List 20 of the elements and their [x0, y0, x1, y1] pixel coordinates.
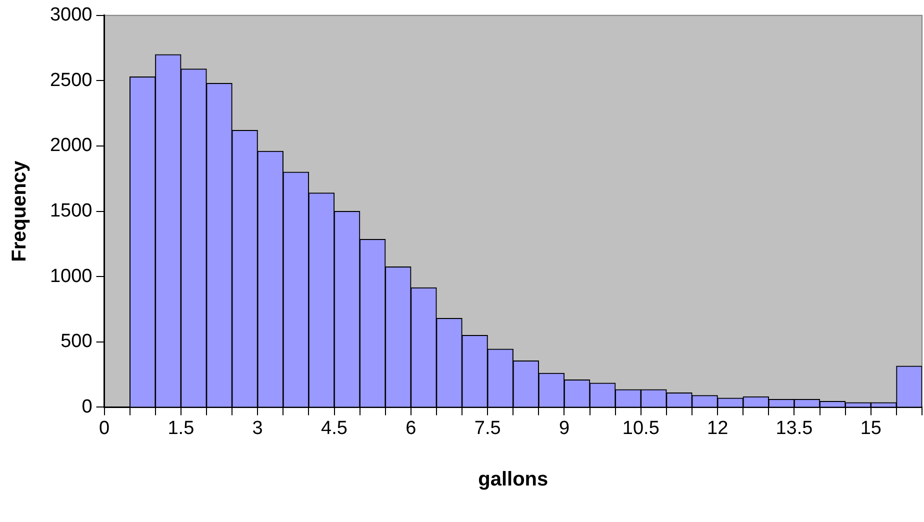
y-tick-label: 2000: [50, 135, 92, 156]
y-tick-label: 500: [60, 331, 92, 352]
x-axis-title: gallons: [478, 468, 548, 491]
x-tick-label: 13.5: [776, 418, 813, 439]
y-tick-label: 1500: [50, 200, 92, 222]
y-tick-label: 2500: [50, 70, 92, 91]
x-tick-label: 1.5: [168, 418, 194, 439]
y-tick-label: 3000: [50, 4, 92, 26]
x-tick-label: 4.5: [321, 418, 348, 439]
y-tick-label: 0: [82, 396, 92, 418]
x-tick-label: 10.5: [622, 418, 660, 439]
y-tick-label: 1000: [50, 266, 92, 287]
x-tick-label: 9: [558, 418, 570, 439]
x-tick-label: 0: [98, 418, 110, 439]
x-tick-label: 3: [252, 418, 263, 439]
x-tick-label: 7.5: [474, 418, 501, 439]
x-tick-label: 12: [706, 418, 728, 439]
x-tick-label: 15: [860, 418, 882, 439]
y-axis-title: Frequency: [8, 160, 31, 262]
x-tick-label: 6: [406, 418, 416, 439]
